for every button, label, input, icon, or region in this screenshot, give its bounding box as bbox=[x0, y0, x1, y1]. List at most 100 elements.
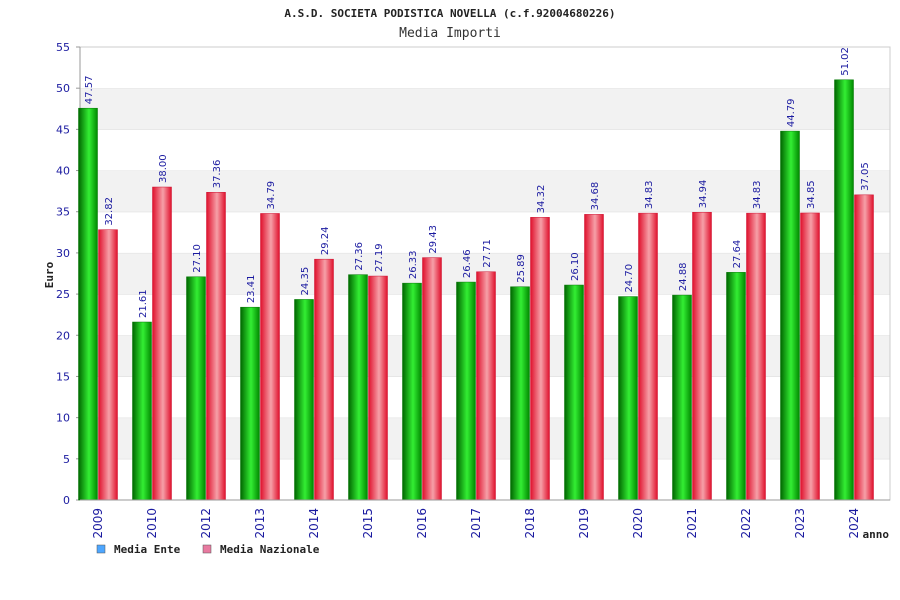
y-tick-label: 55 bbox=[56, 41, 70, 54]
data-label: 27.64 bbox=[732, 240, 743, 269]
x-tick-label: 2016 bbox=[415, 508, 429, 539]
bar-media-nazionale-2013 bbox=[260, 213, 280, 501]
bar-media-ente-2016 bbox=[402, 282, 422, 501]
data-label: 44.79 bbox=[786, 98, 797, 127]
data-label: 27.10 bbox=[192, 244, 203, 273]
bar-media-nazionale-2019 bbox=[584, 214, 604, 501]
legend-label-media-ente: Media Ente bbox=[114, 543, 181, 556]
data-label: 38.00 bbox=[158, 154, 169, 183]
y-axis-label: Euro bbox=[43, 261, 56, 288]
bar-media-nazionale-2017 bbox=[476, 271, 496, 501]
bar-media-nazionale-2016 bbox=[422, 257, 442, 501]
x-tick-label: 2018 bbox=[523, 508, 537, 539]
x-tick-label: 2020 bbox=[631, 508, 645, 539]
y-tick-label: 50 bbox=[56, 82, 70, 95]
x-tick-label: 2014 bbox=[307, 508, 321, 539]
bar-media-nazionale-2018 bbox=[530, 217, 550, 501]
chart-subtitle: Media Importi bbox=[399, 26, 501, 41]
bar-media-nazionale-2012 bbox=[206, 192, 226, 501]
data-label: 34.32 bbox=[536, 185, 547, 214]
bar-media-ente-2021 bbox=[672, 294, 692, 501]
x-tick-label: 2009 bbox=[91, 508, 105, 539]
data-label: 25.89 bbox=[516, 254, 527, 283]
y-tick-label: 30 bbox=[56, 247, 70, 260]
y-axis: 0 5 10 15 20 25 30 35 40 45 50 55 bbox=[56, 41, 81, 507]
data-label: 24.88 bbox=[678, 262, 689, 291]
y-tick-label: 25 bbox=[56, 288, 70, 301]
x-tick-label: 2022 bbox=[739, 508, 753, 539]
x-tick-label: 2010 bbox=[145, 508, 159, 539]
data-label: 32.82 bbox=[104, 197, 115, 226]
y-tick-label: 45 bbox=[56, 123, 70, 136]
data-label: 26.33 bbox=[408, 250, 419, 279]
bar-media-ente-2015 bbox=[348, 274, 368, 501]
data-label: 21.61 bbox=[138, 289, 149, 318]
data-label: 29.24 bbox=[320, 227, 331, 256]
bar-media-ente-2020 bbox=[618, 296, 638, 501]
x-tick-label: 2021 bbox=[685, 508, 699, 539]
bar-media-ente-2010 bbox=[132, 321, 152, 501]
x-tick-label: 2017 bbox=[469, 508, 483, 539]
grid-band bbox=[80, 129, 890, 171]
bar-media-ente-2024 bbox=[834, 79, 854, 501]
chart-title: A.S.D. SOCIETA PODISTICA NOVELLA (c.f.92… bbox=[284, 7, 615, 20]
data-label: 29.43 bbox=[428, 225, 439, 254]
bar-media-ente-2019 bbox=[564, 284, 584, 501]
data-label: 24.35 bbox=[300, 267, 311, 296]
bar-media-ente-2018 bbox=[510, 286, 530, 501]
data-label: 34.94 bbox=[698, 180, 709, 209]
bar-media-ente-2017 bbox=[456, 281, 476, 501]
y-tick-label: 20 bbox=[56, 329, 70, 342]
bar-media-nazionale-2023 bbox=[800, 212, 820, 501]
data-label: 24.70 bbox=[624, 264, 635, 293]
grid-band bbox=[80, 47, 890, 89]
legend-label-media-nazionale: Media Nazionale bbox=[220, 543, 320, 556]
data-label: 34.79 bbox=[266, 181, 277, 210]
bar-media-nazionale-2020 bbox=[638, 212, 658, 501]
x-tick-label: 2015 bbox=[361, 508, 375, 539]
x-tick-label: 2013 bbox=[253, 508, 267, 539]
y-tick-label: 0 bbox=[63, 494, 70, 507]
grid-band bbox=[80, 170, 890, 212]
bar-media-ente-2012 bbox=[186, 276, 206, 501]
data-label: 47.57 bbox=[84, 76, 95, 105]
x-tick-label: 2019 bbox=[577, 508, 591, 539]
data-label: 26.10 bbox=[570, 252, 581, 281]
data-label: 26.46 bbox=[462, 249, 473, 278]
data-label: 27.19 bbox=[374, 243, 385, 272]
data-labels: 47.57 32.82 21.61 38.00 27.10 37.36 23.41 34.79… bbox=[84, 47, 871, 318]
x-tick-label: 2012 bbox=[199, 508, 213, 539]
data-label: 27.71 bbox=[482, 239, 493, 268]
legend: Media Ente Media Nazionale bbox=[96, 543, 320, 556]
legend-swatch-media-ente bbox=[96, 544, 106, 554]
y-tick-label: 10 bbox=[56, 412, 70, 425]
bar-media-ente-2022 bbox=[726, 272, 746, 501]
data-label: 37.36 bbox=[212, 160, 223, 189]
bar-media-nazionale-2024 bbox=[854, 194, 874, 501]
data-label: 51.02 bbox=[840, 47, 851, 76]
data-label: 34.83 bbox=[644, 180, 655, 209]
data-label: 27.36 bbox=[354, 242, 365, 271]
data-label: 34.83 bbox=[752, 180, 763, 209]
bar-media-nazionale-2021 bbox=[692, 211, 712, 501]
bar-media-nazionale-2022 bbox=[746, 212, 766, 501]
x-tick-label: 2024 bbox=[847, 508, 861, 539]
bar-media-nazionale-2015 bbox=[368, 275, 388, 501]
x-axis-label: anno bbox=[863, 528, 890, 541]
data-label: 34.85 bbox=[806, 180, 817, 209]
bar-media-ente-2014 bbox=[294, 299, 314, 501]
bars bbox=[78, 79, 874, 501]
data-label: 34.68 bbox=[590, 182, 601, 211]
y-tick-label: 35 bbox=[56, 206, 70, 219]
x-axis: 2009 2010 2012 2013 2014 2015 2016 2017 2018 2019… bbox=[80, 499, 890, 539]
y-tick-label: 40 bbox=[56, 165, 70, 178]
bar-media-nazionale-2014 bbox=[314, 258, 334, 501]
legend-swatch-media-nazionale bbox=[202, 544, 212, 554]
bar-media-ente-2023 bbox=[780, 130, 800, 501]
x-tick-label: 2023 bbox=[793, 508, 807, 539]
data-label: 37.05 bbox=[860, 162, 871, 191]
y-tick-label: 5 bbox=[63, 453, 70, 466]
bar-media-nazionale-2009 bbox=[98, 229, 118, 501]
bar-media-ente-2013 bbox=[240, 306, 260, 501]
